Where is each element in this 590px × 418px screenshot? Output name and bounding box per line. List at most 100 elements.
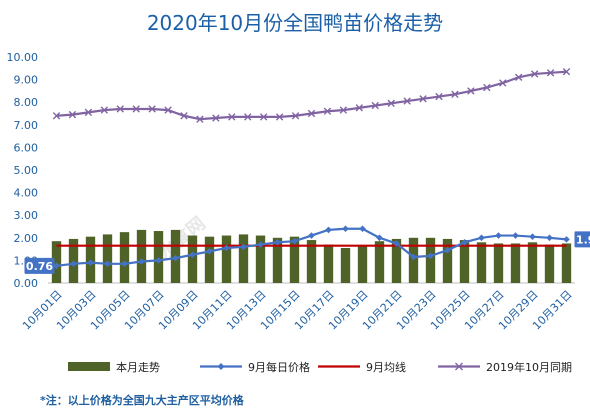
last-year-point (244, 113, 252, 121)
bar (425, 237, 436, 283)
legend-marker (217, 363, 225, 370)
legend-label: 2019年10月同期 (486, 360, 572, 374)
bar (136, 229, 147, 283)
footnote: *注：以上价格为全国九大主产区平均价格 (40, 393, 245, 407)
legend: 本月走势 9月每日价格 9月均线 2019年10月同期 (68, 360, 572, 374)
last-year-point (228, 113, 236, 121)
data-label: 1.93 (574, 231, 590, 248)
y-tick-label: 0.00 (14, 277, 39, 290)
daily-price-point (291, 237, 298, 245)
y-tick-label: 3.00 (14, 209, 39, 222)
last-year-point (451, 90, 459, 98)
bar (442, 238, 453, 283)
last-year-point (467, 87, 475, 95)
daily-price-point (104, 260, 111, 268)
last-year-point (52, 112, 61, 120)
last-year-point (275, 113, 284, 121)
bar (544, 244, 555, 283)
daily-price-point (376, 234, 383, 242)
daily-price-point (155, 257, 162, 264)
daily-price-point (308, 232, 315, 239)
daily-price-point (563, 236, 570, 243)
daily-price-point (121, 260, 128, 268)
data-label-box (24, 257, 55, 274)
legend-item: 2019年10月同期 (438, 360, 572, 374)
legend-marker (455, 362, 463, 371)
daily-price-point (461, 239, 468, 246)
legend-label: 9月每日价格 (248, 360, 310, 374)
bar (510, 243, 521, 283)
data-label-text: 0.76 (26, 260, 53, 273)
y-tick-label: 5.00 (14, 164, 39, 177)
daily-price-point (172, 254, 179, 262)
daily-price-point (546, 234, 553, 242)
line-series (52, 67, 571, 270)
last-year-point (514, 73, 523, 82)
data-label-text: 1.93 (576, 233, 590, 246)
x-axis: 10月01日10月03日10月05日10月07日10月09日10月11日10月1… (20, 288, 575, 333)
last-year-point (212, 114, 220, 122)
legend-item: 9月均线 (318, 360, 406, 374)
daily-price-point (495, 232, 502, 239)
bar (340, 247, 351, 283)
legend-label: 9月均线 (366, 360, 406, 374)
bar (374, 241, 385, 283)
bar (561, 243, 572, 283)
legend-label: 本月走势 (116, 360, 160, 374)
last-year-point (435, 92, 443, 101)
last-year-point (307, 109, 316, 118)
last-year-point (116, 105, 124, 113)
chart-title: 2020年10月份全国鸭苗价格走势 (147, 11, 443, 35)
bar (323, 244, 334, 283)
y-tick-label: 2.00 (14, 232, 39, 245)
bar (102, 234, 113, 283)
daily-price-point (87, 259, 94, 266)
last-year-point (339, 106, 348, 114)
last-year-point (148, 105, 156, 113)
bar (527, 242, 538, 283)
last-year-point (419, 95, 427, 103)
daily-price-point (444, 246, 451, 254)
daily-price-point (240, 243, 247, 251)
bar (153, 231, 164, 283)
data-label-box (574, 231, 590, 248)
last-year-point (371, 101, 379, 110)
bar (459, 240, 470, 283)
last-year-point (164, 106, 172, 114)
bar (187, 235, 198, 283)
y-tick-label: 6.00 (14, 141, 39, 154)
bar (221, 235, 232, 283)
daily-price-point (274, 239, 281, 246)
daily-price-point (138, 258, 145, 265)
daily-price-point (53, 262, 60, 270)
legend-item: 9月每日价格 (200, 360, 310, 374)
last-year-point (562, 67, 571, 76)
daily-price-point (529, 233, 536, 240)
last-year-point (196, 115, 204, 123)
daily-price-point (189, 251, 196, 259)
last-year-point (259, 113, 268, 121)
daily-price-point (70, 260, 77, 268)
last-year-point (355, 104, 364, 112)
daily-price-point (257, 241, 264, 248)
last-year-point (546, 69, 555, 77)
legend-swatch (68, 362, 110, 371)
y-tick-label: 7.00 (14, 119, 39, 132)
last-year-point (291, 112, 300, 120)
legend-item: 本月走势 (68, 360, 160, 374)
bar (272, 237, 283, 283)
bar (391, 238, 402, 283)
bar (255, 235, 266, 283)
last-year-point (530, 70, 539, 78)
y-tick-label: 8.00 (14, 96, 39, 109)
bar (357, 245, 368, 283)
daily-price-point (325, 226, 332, 234)
y-tick-label: 4.00 (14, 187, 39, 200)
last-year-point (387, 99, 395, 108)
daily-price-point (393, 240, 400, 247)
last-year-point (84, 108, 93, 117)
data-labels: 0.76 1.93 (24, 231, 590, 274)
last-year-point (483, 83, 491, 92)
daily-price-point (223, 244, 230, 252)
